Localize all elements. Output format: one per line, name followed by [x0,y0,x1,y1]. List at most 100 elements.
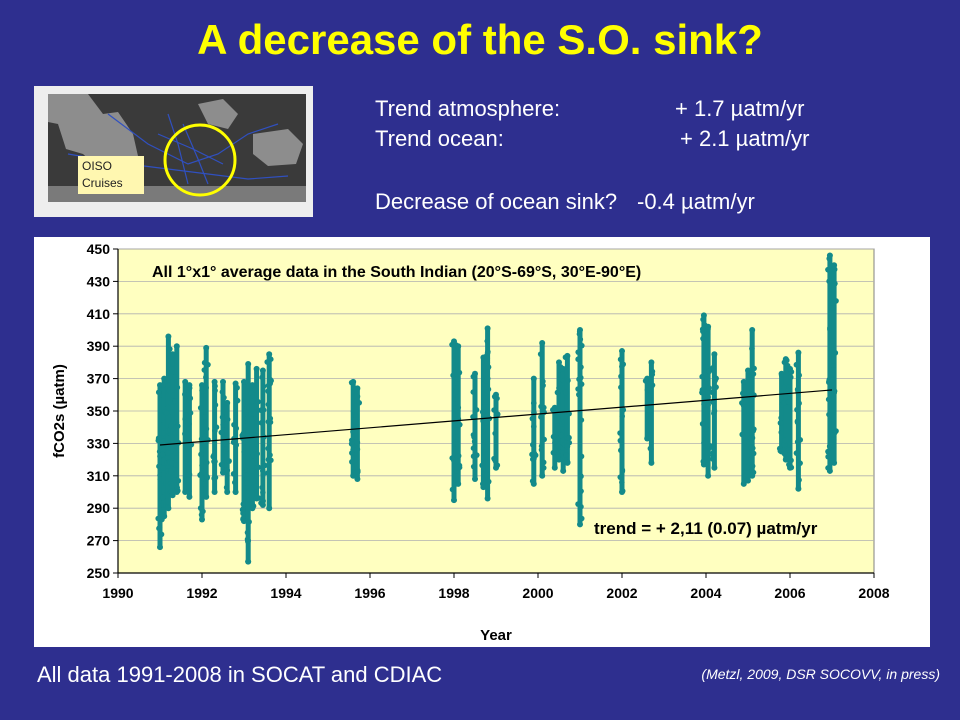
data-point [168,366,175,372]
data-point [710,365,716,371]
data-point [264,359,271,365]
data-point [751,365,757,372]
data-point [454,380,460,386]
y-tick-labels: 250 270 290 310 330 350 370 390 410 430 450 [87,241,118,581]
data-point [168,459,175,466]
data-point [743,399,749,405]
data-point [267,452,273,458]
data-point-min [173,489,180,495]
data-point-max [245,361,252,368]
data-point-min [826,467,833,474]
data-point [699,373,705,380]
data-point-min [749,472,756,479]
data-point [825,453,831,460]
data-point [748,444,755,451]
data-point [202,414,209,420]
data-point [796,477,802,483]
data-point-max [577,327,583,333]
data-point [172,398,178,404]
data-point [578,473,584,480]
data-point [198,451,204,458]
data-point [199,462,205,469]
x-tick-label: 2002 [606,585,637,601]
data-column [264,351,274,512]
data-point [540,382,546,389]
data-point [618,373,624,380]
data-point-min [787,464,793,471]
data-point [578,381,585,387]
data-point [529,456,536,462]
sink-value: -0.4 µatm/yr [637,189,755,214]
data-point [267,380,274,387]
data-point [541,436,547,443]
data-point [262,462,268,469]
x-axis-label: Year [480,627,512,644]
data-point-max [232,380,239,387]
data-point-min [782,456,789,463]
data-point [470,432,477,438]
data-point [244,475,250,482]
data-point [354,393,361,400]
map-label-line2: Cruises [82,176,123,190]
data-point-min [203,493,210,500]
data-column [617,348,627,495]
data-point [188,441,195,448]
data-point [350,447,356,453]
data-point [155,389,162,396]
data-point [550,449,557,456]
data-column-band [783,359,789,460]
data-point-min [493,464,499,471]
data-point [249,468,255,474]
data-point [233,397,240,403]
data-column-band [787,368,793,468]
data-point [830,305,836,311]
data-point [161,506,167,513]
data-point [169,483,175,490]
data-point [223,484,230,491]
data-point [699,421,706,427]
map-label-line1: OISO [82,159,113,173]
y-tick-label: 290 [87,500,111,516]
data-point [226,458,232,464]
data-point [647,396,654,403]
data-point-min [711,464,718,471]
data-point [197,405,204,411]
data-point-min [539,472,546,479]
data-point-max [241,378,247,385]
data-column [529,375,539,487]
data-point [739,390,746,397]
data-point-max [564,352,571,359]
data-point [705,394,711,400]
data-point [618,384,624,391]
data-point-max [530,375,537,382]
data-point [704,331,711,338]
data-point-max [711,351,718,358]
data-point [245,538,251,545]
data-point-min [484,495,491,502]
data-point-min [560,467,567,474]
data-point [212,458,218,465]
data-point [253,483,260,490]
data-point [832,280,838,287]
data-point [265,445,271,452]
data-point [470,389,477,395]
data-point [211,475,217,482]
data-point [470,445,477,451]
data-point [173,425,180,431]
data-point [246,519,252,525]
data-point [239,506,246,513]
data-point [231,421,237,428]
data-column-band [165,336,171,509]
data-column [785,365,795,471]
data-point [167,468,174,475]
data-point [829,432,836,439]
data-column [172,343,182,495]
map-image: OISO Cruises [48,94,306,202]
data-point [204,474,210,480]
data-point [185,418,191,424]
data-point-max [203,344,210,351]
data-point [348,441,355,447]
data-point [455,404,462,411]
data-column-band [212,381,218,492]
